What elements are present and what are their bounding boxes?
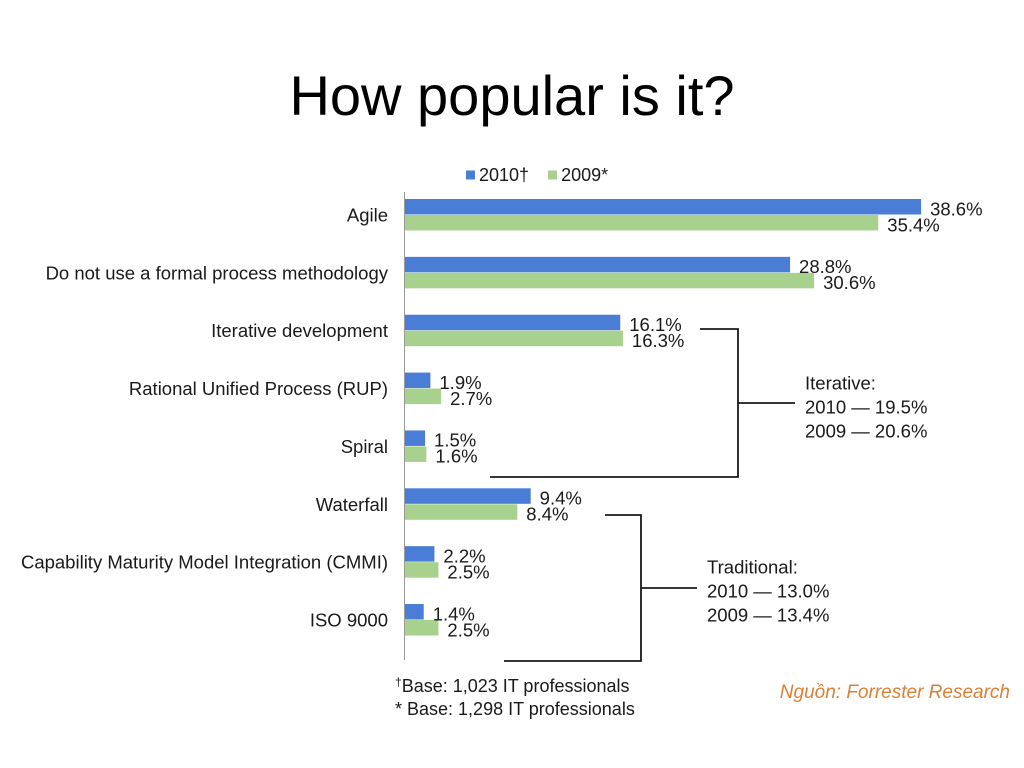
legend: 2010† 2009* xyxy=(466,165,608,185)
bar-2010-agile xyxy=(405,199,922,215)
category-label-agile: Agile xyxy=(347,205,388,226)
group-value-iterative-0: 2010 — 19.5% xyxy=(805,397,927,418)
value-label-2009-iso-9000: 2.5% xyxy=(447,619,489,640)
group-value-traditional-0: 2010 — 13.0% xyxy=(707,581,829,602)
footnote-text: Base: 1,023 IT professionals xyxy=(401,676,630,696)
bar-2010-capability-maturity-model-integration-cmmi xyxy=(405,546,435,562)
value-label-2009-capability-maturity-model-integration-cmmi: 2.5% xyxy=(447,561,489,582)
category-labels: Agile Do not use a formal process methodo… xyxy=(21,205,389,631)
value-label-2009-rational-unified-process-rup: 2.7% xyxy=(450,388,492,409)
value-label-2009-agile: 35.4% xyxy=(887,214,939,235)
bar-2009-do-not-use-a-formal-process-methodology xyxy=(405,272,815,289)
group-value-traditional-1: 2009 — 13.4% xyxy=(707,605,829,626)
bar-2010-iso-9000 xyxy=(405,604,424,620)
category-label-rational-unified-process-rup: Rational Unified Process (RUP) xyxy=(129,378,388,399)
group-value-iterative-1: 2009 — 20.6% xyxy=(805,421,927,442)
slide-title: How popular is it? xyxy=(289,64,735,127)
bracket-iterative xyxy=(490,328,795,478)
bar-2009-agile xyxy=(405,215,879,231)
category-label-capability-maturity-model-integration-cmmi: Capability Maturity Model Integration (C… xyxy=(21,552,388,573)
bar-series-group xyxy=(405,199,922,636)
value-label-2010-iso-9000: 1.4% xyxy=(433,603,475,624)
value-label-2010-iterative-development: 16.1% xyxy=(629,314,681,335)
footnote-2010-base: †Base: 1,023 IT professionals xyxy=(395,675,635,698)
category-label-iso-9000: ISO 9000 xyxy=(310,610,388,631)
bar-2009-iso-9000 xyxy=(405,620,439,636)
footnotes: †Base: 1,023 IT professionals * Base: 1,2… xyxy=(395,675,635,721)
footnote-marker-dagger: † xyxy=(395,675,402,689)
bar-2009-waterfall xyxy=(405,504,518,520)
bar-2010-spiral xyxy=(405,430,426,446)
value-label-2009-do-not-use-a-formal-process-methodology: 30.6% xyxy=(823,272,875,293)
category-label-waterfall: Waterfall xyxy=(316,494,388,515)
bar-2010-iterative-development xyxy=(405,314,621,331)
value-label-2010-waterfall: 9.4% xyxy=(540,488,582,509)
value-label-2010-capability-maturity-model-integration-cmmi: 2.2% xyxy=(443,545,485,566)
legend-swatch-2009 xyxy=(548,170,558,180)
value-label-2010-spiral: 1.5% xyxy=(434,430,476,451)
bar-2010-rational-unified-process-rup xyxy=(405,372,431,389)
bar-2009-spiral xyxy=(405,446,427,462)
bar-2009-rational-unified-process-rup xyxy=(405,388,442,405)
category-label-iterative-development: Iterative development xyxy=(211,320,388,341)
value-label-2009-spiral: 1.6% xyxy=(435,446,477,467)
bar-2010-do-not-use-a-formal-process-methodology xyxy=(405,256,791,273)
value-labels: 38.6%35.4% 28.8%30.6% 16.1%16.3% 1.9%2.7% 1.… xyxy=(433,198,983,640)
value-label-2010-agile: 38.6% xyxy=(930,198,982,219)
footnote-text: Base: 1,298 IT professionals xyxy=(407,699,635,719)
bracket-traditional xyxy=(504,514,697,662)
group-label-traditional: Traditional: xyxy=(707,557,798,578)
value-label-2009-waterfall: 8.4% xyxy=(526,504,568,525)
value-label-2009-iterative-development: 16.3% xyxy=(632,330,684,351)
legend-label-2010: 2010† xyxy=(479,165,529,185)
footnote-marker-asterisk: * xyxy=(395,699,403,719)
value-label-2010-rational-unified-process-rup: 1.9% xyxy=(439,372,481,393)
source-credit: Nguồn: Forrester Research xyxy=(779,682,1010,703)
footnote-2009-base: * Base: 1,298 IT professionals xyxy=(395,698,635,721)
bar-2009-iterative-development xyxy=(405,330,623,347)
category-label-do-not-use-a-formal-process-methodology: Do not use a formal process methodology xyxy=(46,262,389,283)
bar-2010-waterfall xyxy=(405,488,531,504)
category-label-spiral: Spiral xyxy=(341,436,388,457)
value-label-2010-do-not-use-a-formal-process-methodology: 28.8% xyxy=(799,256,851,277)
bar-2009-capability-maturity-model-integration-cmmi xyxy=(405,562,439,578)
group-label-iterative: Iterative: xyxy=(805,373,876,394)
group-annotations: Iterative: 2010 — 19.5% 2009 — 20.6% Tradit… xyxy=(490,328,927,662)
legend-swatch-2010 xyxy=(466,170,475,180)
legend-label-2009: 2009* xyxy=(561,165,608,185)
